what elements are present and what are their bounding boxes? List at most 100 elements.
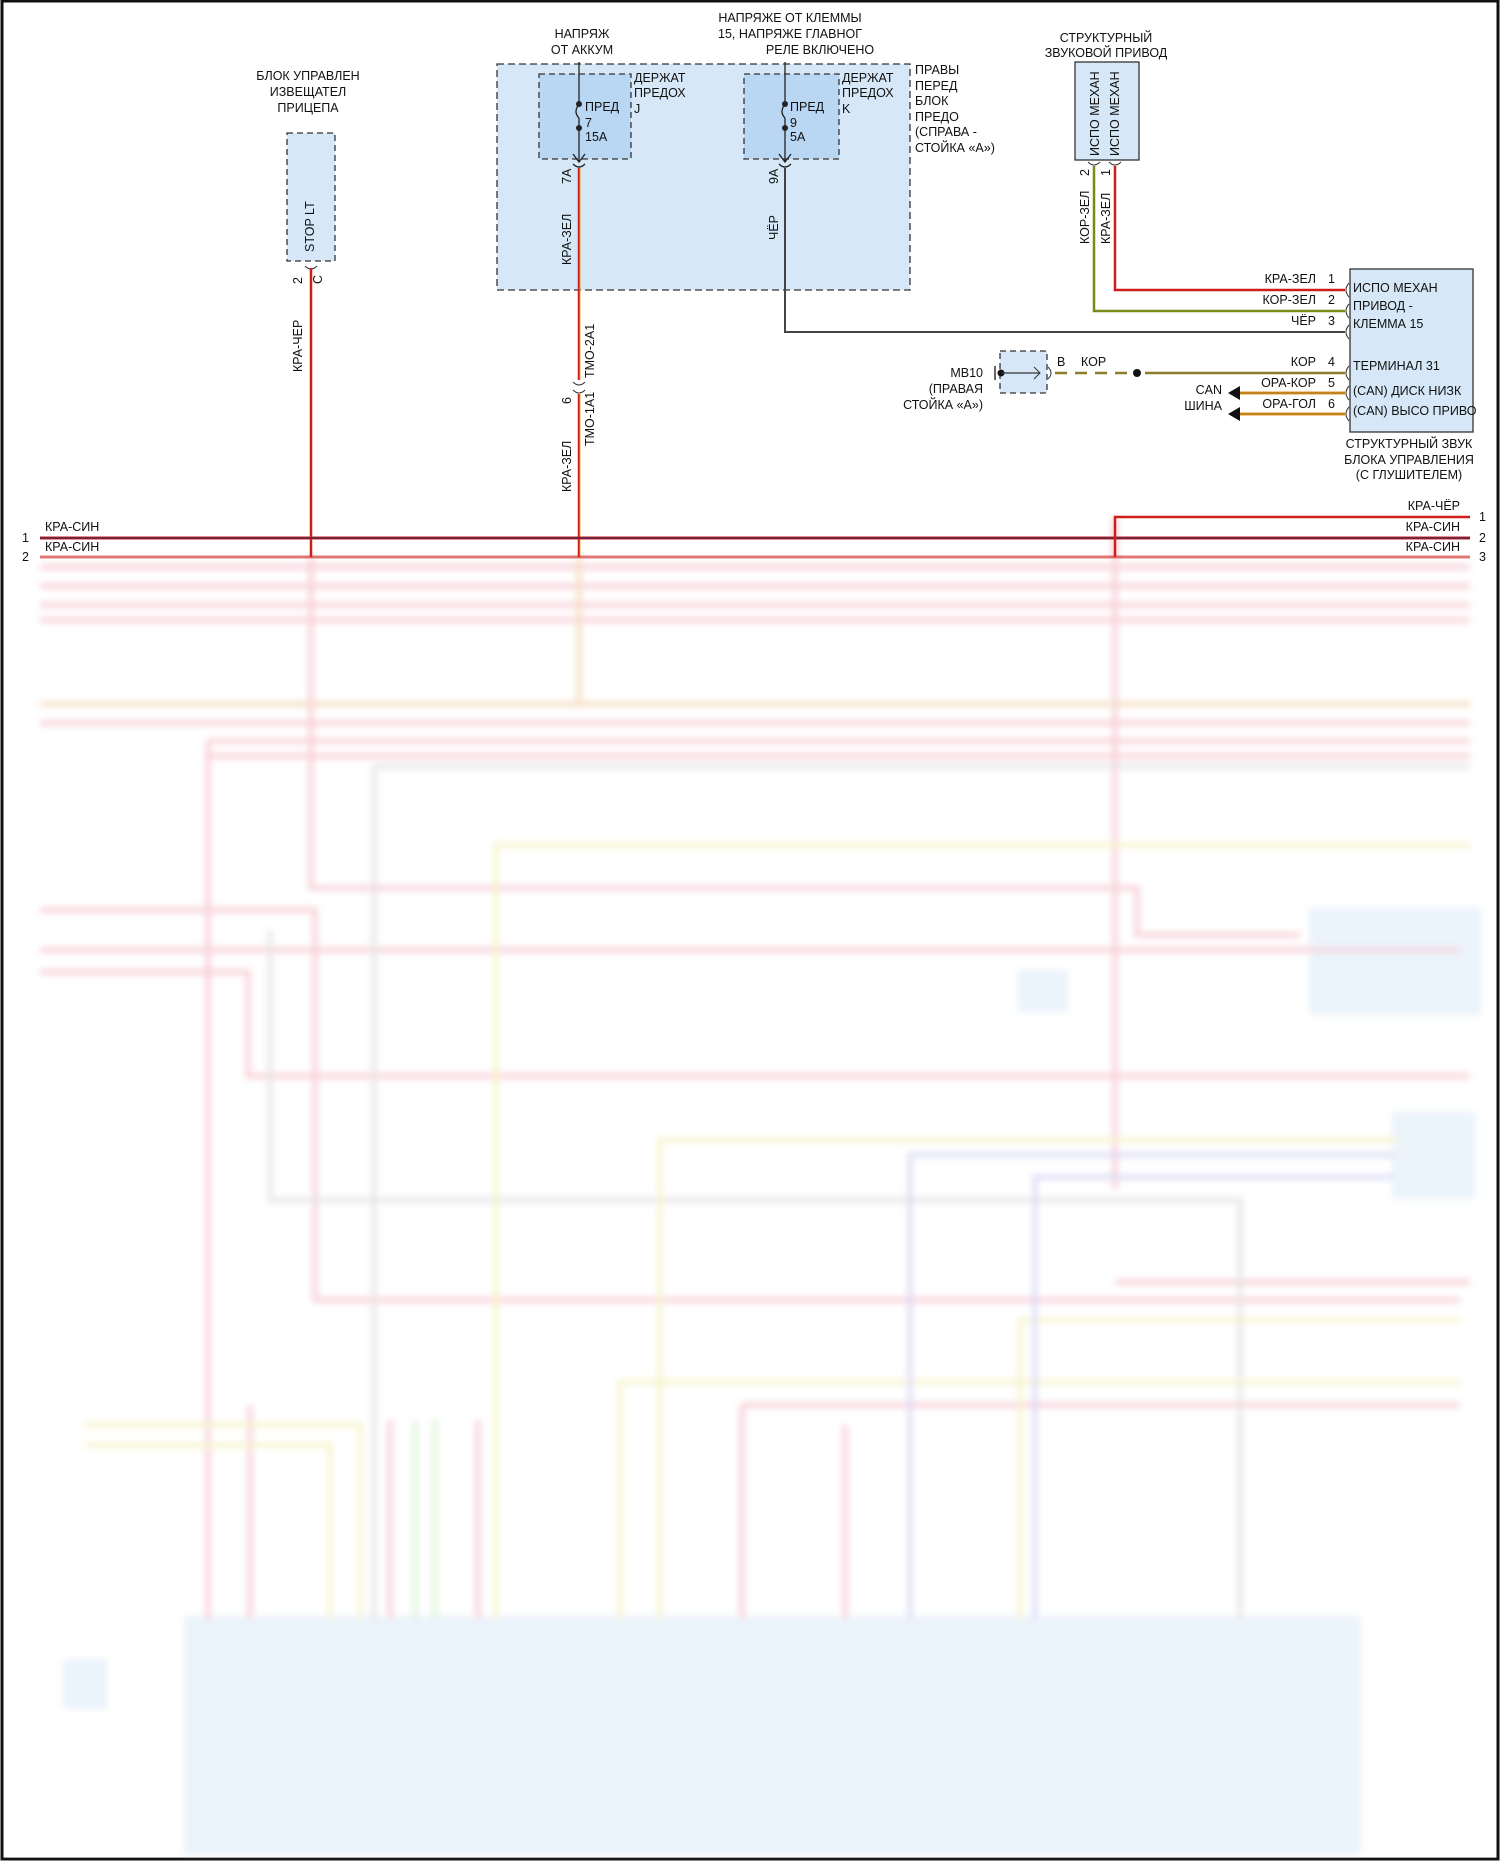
battery-supply-label: ОТ АККУМ xyxy=(551,43,613,57)
sound-control-unit[interactable]: ИСПО МЕХАН ПРИВОД - КЛЕММА 15 ТЕРМИНАЛ 3… xyxy=(1344,268,1477,482)
wire-label: ЧЁР xyxy=(767,215,781,240)
svg-text:КОР-ЗЕЛ: КОР-ЗЕЛ xyxy=(1263,293,1316,307)
wire-label: КРА-ЗЕЛ xyxy=(1099,193,1113,244)
connector-label: TMO-1A1 xyxy=(583,392,597,446)
pin-label: ИСПО МЕХАН xyxy=(1108,71,1122,156)
svg-text:КОР: КОР xyxy=(1291,355,1316,369)
wire-kra-zel xyxy=(1113,166,1345,292)
wire-label: КРА-ЗЕЛ xyxy=(560,214,574,265)
terminal15-label: РЕЛЕ ВКЛЮЧЕНО xyxy=(766,43,874,57)
svg-text:5: 5 xyxy=(1328,376,1335,390)
harness-wires xyxy=(40,515,1470,559)
svg-text:КРА-ЗЕЛ: КРА-ЗЕЛ xyxy=(1265,272,1316,286)
unit-pins xyxy=(1345,282,1350,422)
wire-label: КОР xyxy=(1081,355,1106,369)
fuse-label: ПРЕД xyxy=(585,100,620,114)
pin-label: 9A xyxy=(767,168,781,184)
wire-label: КРА-СИН xyxy=(1406,520,1460,534)
pin-number: 1 xyxy=(22,531,29,545)
ground-name: MB10 xyxy=(950,366,983,380)
fuse-rating: 15A xyxy=(585,130,608,144)
unit-label: ТЕРМИНАЛ 31 xyxy=(1353,359,1440,373)
trailer-module-title: ИЗВЕЩАТЕЛ xyxy=(270,85,346,99)
pin-number: 2 xyxy=(1479,531,1486,545)
battery-supply-label: НАПРЯЖ xyxy=(555,27,610,41)
blurred-lower-section xyxy=(40,517,1481,1854)
unit-label: ПРИВОД - xyxy=(1353,299,1413,313)
can-bus-label: ШИНА xyxy=(1184,399,1222,413)
wire-label: КОР-ЗЕЛ xyxy=(1078,191,1092,244)
ground-location: (ПРАВАЯ xyxy=(929,382,983,396)
unit-caption: БЛОКА УПРАВЛЕНИЯ xyxy=(1344,453,1474,467)
fuse-number: 7 xyxy=(585,116,592,130)
unit-label: ИСПО МЕХАН xyxy=(1353,281,1438,295)
fuse-number: 9 xyxy=(790,116,797,130)
sound-actuator[interactable]: СТРУКТУРНЫЙ ЗВУКОВОЙ ПРИВОД ИСПО МЕХАН И… xyxy=(1045,30,1168,244)
unit-label: КЛЕММА 15 xyxy=(1353,317,1423,331)
fuse-box-title: ПЕРЕД xyxy=(915,79,958,93)
svg-text:6: 6 xyxy=(1328,397,1335,411)
unit-label: (CAN) ДИСК НИЗК xyxy=(1353,384,1462,398)
inline-connector-tmo[interactable]: 6 TMO-2A1 TMO-1A1 xyxy=(560,324,597,446)
svg-text:ОРА-КОР: ОРА-КОР xyxy=(1261,376,1316,390)
fuse-box-title: СТОЙКА «А») xyxy=(915,140,995,155)
pin-number: 1 xyxy=(1479,510,1486,524)
wire-fuse-k xyxy=(784,168,1345,333)
stop-lt-pin-label: STOP LT xyxy=(303,201,317,252)
wire-label: КРА-СИН xyxy=(1406,540,1460,554)
can-arrow-icon xyxy=(1228,386,1240,400)
pin-number: 6 xyxy=(560,397,574,404)
holder-title: K xyxy=(842,102,851,116)
pin-number: 2 xyxy=(1078,169,1092,176)
pin-number: 2 xyxy=(291,277,305,284)
svg-text:4: 4 xyxy=(1328,355,1335,369)
can-arrow-icon xyxy=(1228,407,1240,421)
svg-text:1: 1 xyxy=(1328,272,1335,286)
pin-number: 1 xyxy=(1099,169,1113,176)
wire-label: КРА-ЧЁР xyxy=(1408,499,1460,513)
trailer-module-title: ПРИЦЕПА xyxy=(277,101,339,115)
fuse-box[interactable]: ПРАВЫ ПЕРЕД БЛОК ПРЕДО (СПРАВА - СТОЙКА … xyxy=(496,63,995,291)
fuse-box-title: ПРАВЫ xyxy=(915,63,959,77)
connector-label: B xyxy=(1057,355,1065,369)
svg-text:ОРА-ГОЛ: ОРА-ГОЛ xyxy=(1262,397,1316,411)
actuator-title: СТРУКТУРНЫЙ xyxy=(1060,30,1153,45)
wire-kor-zel xyxy=(1092,166,1345,313)
fuse-rating: 5A xyxy=(790,130,806,144)
ground-location: СТОЙКА «А») xyxy=(903,397,983,412)
holder-title: ПРЕДОХ xyxy=(634,86,686,100)
holder-title: ДЕРЖАТ xyxy=(634,71,686,85)
wire-label: КРА-ЧЕР xyxy=(291,320,305,372)
trailer-module-title: БЛОК УПРАВЛЕН xyxy=(256,69,359,83)
pin-number: 2 xyxy=(22,550,29,564)
pin-number: 3 xyxy=(1479,550,1486,564)
fuse-box-title: ПРЕДО xyxy=(915,110,959,124)
pin-label: ИСПО МЕХАН xyxy=(1088,71,1102,156)
terminal15-label: 15, НАПРЯЖЕ ГЛАВНОГ xyxy=(718,27,862,41)
wire-label: КРА-СИН xyxy=(45,520,99,534)
unit-caption: (С ГЛУШИТЕЛЕМ) xyxy=(1356,468,1462,482)
pin-label: 7A xyxy=(560,168,574,184)
connector-label: TMO-2A1 xyxy=(583,324,597,378)
trailer-control-module[interactable]: БЛОК УПРАВЛЕН ИЗВЕЩАТЕЛ ПРИЦЕПА STOP LT … xyxy=(256,69,359,284)
can-bus-label: CAN xyxy=(1196,383,1222,397)
ground-mb10[interactable]: MB10 (ПРАВАЯ СТОЙКА «А») B КОР xyxy=(903,350,1106,412)
fuse-holder-k[interactable] xyxy=(743,73,840,160)
svg-text:ЧЁР: ЧЁР xyxy=(1291,314,1316,328)
fuse-box-title: БЛОК xyxy=(915,94,949,108)
unit-label: (CAN) ВЫСО ПРИВО xyxy=(1353,404,1477,418)
fuse-holder-j[interactable] xyxy=(538,73,632,160)
actuator-title: ЗВУКОВОЙ ПРИВОД xyxy=(1045,45,1168,60)
holder-title: J xyxy=(634,102,640,116)
connector-label: C xyxy=(311,275,325,284)
holder-title: ПРЕДОХ xyxy=(842,86,894,100)
fuse-box-title: (СПРАВА - xyxy=(915,125,977,139)
unit-caption: СТРУКТУРНЫЙ ЗВУК xyxy=(1346,436,1473,451)
unit-pin-labels: КРА-ЗЕЛ 1 КОР-ЗЕЛ 2 ЧЁР 3 КОР 4 ОРА-КОР 5 ОРА… xyxy=(1261,272,1335,411)
svg-text:2: 2 xyxy=(1328,293,1335,307)
fuse-label: ПРЕД xyxy=(790,100,825,114)
holder-title: ДЕРЖАТ xyxy=(842,71,894,85)
blur-veil xyxy=(4,558,1496,1858)
wire-label: КРА-ЗЕЛ xyxy=(560,441,574,492)
